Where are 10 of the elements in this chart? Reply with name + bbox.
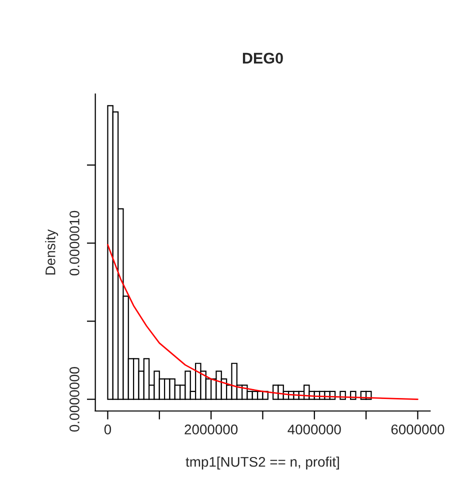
x-axis-title: tmp1[NUTS2 == n, profit] (186, 456, 339, 470)
y-tick-label: 0.0000000 (70, 367, 80, 432)
chart-title: DEG0 (242, 52, 283, 64)
y-tick-label: 0.0000010 (70, 210, 80, 276)
x-tick-label: 2000000 (184, 424, 238, 434)
x-tick-label: 0 (104, 424, 112, 434)
x-tick-label: 4000000 (288, 424, 341, 434)
x-tick-label: 6000000 (391, 424, 444, 434)
line-series (107, 244, 418, 400)
y-axis-title: Density (45, 229, 58, 275)
